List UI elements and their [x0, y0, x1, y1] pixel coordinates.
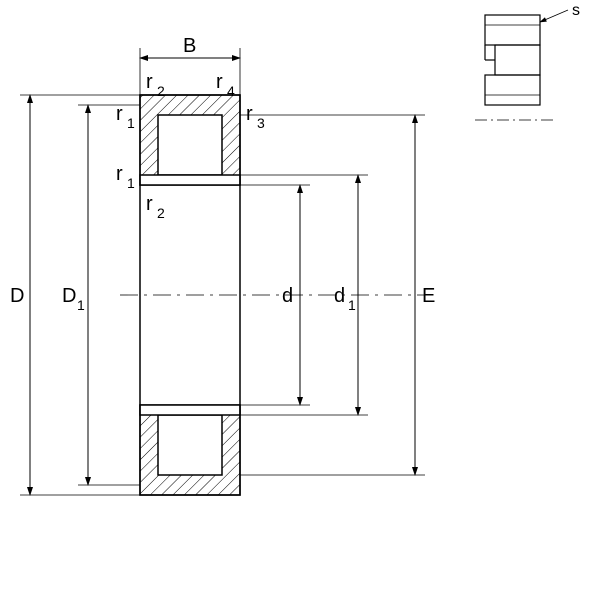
svg-text:1: 1	[348, 297, 356, 313]
svg-text:D: D	[62, 285, 76, 307]
svg-text:4: 4	[227, 83, 235, 99]
svg-text:2: 2	[157, 83, 165, 99]
label-B: B	[183, 35, 196, 57]
label-r1-bottom: r 1	[116, 163, 135, 191]
label-d1: d 1	[334, 285, 356, 313]
main-section	[120, 95, 430, 495]
svg-text:r: r	[146, 193, 153, 215]
inner-race-bottom	[140, 405, 240, 415]
svg-text:r: r	[246, 103, 253, 125]
svg-text:r: r	[116, 103, 123, 125]
inset: s	[475, 2, 580, 120]
svg-text:3: 3	[257, 115, 265, 131]
svg-text:d: d	[334, 285, 345, 307]
svg-text:r: r	[116, 163, 123, 185]
bearing-section-diagram: B D D 1 d d 1 E r 2 r 4 r 1 r 3 r	[0, 0, 600, 600]
label-D1: D 1	[62, 285, 85, 313]
svg-text:2: 2	[157, 205, 165, 221]
label-r3: r 3	[246, 103, 265, 131]
label-E: E	[422, 285, 435, 307]
svg-text:r: r	[146, 71, 153, 93]
label-r1-top: r 1	[116, 103, 135, 131]
label-r2-bottom: r 2	[146, 193, 165, 221]
svg-text:1: 1	[127, 115, 135, 131]
svg-text:1: 1	[127, 175, 135, 191]
roller-top	[158, 115, 222, 175]
svg-text:r: r	[216, 71, 223, 93]
label-s: s	[572, 2, 580, 19]
label-d: d	[282, 285, 293, 307]
svg-text:1: 1	[77, 297, 85, 313]
label-D: D	[10, 285, 24, 307]
roller-bottom	[158, 415, 222, 475]
inner-race-top	[140, 175, 240, 185]
